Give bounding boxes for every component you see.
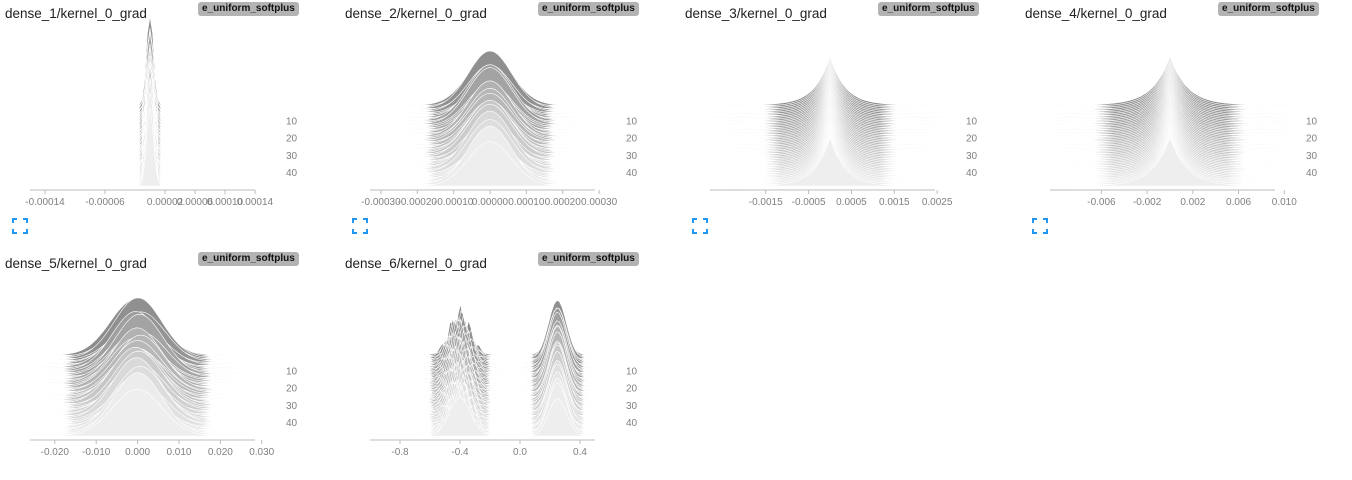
histogram-chart: -0.006 -0.002 0.002 0.006 0.010 10 20 30 40 — [1049, 55, 1318, 208]
histogram-card: dense_6/kernel_0_grad e_uniform_softplus… — [340, 250, 650, 480]
expand-corners-icon[interactable] — [352, 218, 368, 234]
histogram-chart: -0.8 -0.4 0.0 0.4 10 20 30 40 — [370, 300, 638, 458]
step-tick-label: 40 — [966, 168, 978, 179]
x-tick-label: 0.00002 — [147, 197, 184, 208]
x-tick-label: -0.00014 — [25, 197, 65, 208]
x-tick-label: 0.010 — [1272, 197, 1297, 208]
x-tick-label: 0.0005 — [836, 197, 867, 208]
step-tick-label: 20 — [966, 134, 978, 145]
expand-corners-icon[interactable] — [12, 218, 28, 234]
histogram-step-3 — [370, 300, 610, 359]
step-tick-label: 30 — [286, 401, 298, 412]
x-tick-label: 0.00010 — [508, 197, 545, 208]
x-tick-label: 0.00006 — [177, 197, 214, 208]
run-tag[interactable]: e_uniform_softplus — [198, 2, 299, 16]
x-tick-label: 0.030 — [249, 447, 274, 458]
x-tick-label: -0.002 — [1133, 197, 1162, 208]
step-tick-label: 10 — [1306, 117, 1318, 128]
histogram-step-48 — [30, 388, 270, 437]
step-tick-label: 10 — [286, 367, 298, 378]
card-title: dense_5/kernel_0_grad — [5, 256, 147, 271]
x-tick-label: 0.020 — [208, 447, 233, 458]
step-tick-label: 30 — [626, 401, 638, 412]
step-tick-label: 10 — [626, 117, 638, 128]
step-tick-label: 10 — [286, 117, 298, 128]
expand-corners-icon[interactable] — [692, 218, 708, 234]
histogram-chart: -0.0015 -0.0005 0.0005 0.0015 0.0025 10 20 30 40 — [709, 55, 978, 208]
x-tick-label: 0.00010 — [207, 197, 244, 208]
run-tag[interactable]: e_uniform_softplus — [538, 2, 639, 16]
step-tick-label: 20 — [1306, 134, 1318, 145]
step-tick-label: 20 — [626, 384, 638, 395]
run-tag[interactable]: e_uniform_softplus — [878, 2, 979, 16]
run-tag[interactable]: e_uniform_softplus — [538, 252, 639, 266]
step-tick-label: 40 — [626, 168, 638, 179]
step-tick-label: 10 — [626, 367, 638, 378]
card-title: dense_3/kernel_0_grad — [685, 6, 827, 21]
x-tick-label: -0.0005 — [792, 197, 826, 208]
ridgeline-group — [370, 300, 610, 437]
step-tick-label: 20 — [286, 384, 298, 395]
ridgeline-group — [709, 55, 951, 187]
histogram-step-48 — [370, 395, 610, 437]
x-tick-label: 0.00000 — [472, 197, 509, 208]
step-tick-label: 30 — [286, 151, 298, 162]
x-tick-label: -0.020 — [41, 447, 70, 458]
x-tick-label: 0.00014 — [237, 197, 274, 208]
histogram-card: dense_2/kernel_0_grad e_uniform_softplus… — [340, 0, 650, 234]
step-tick-label: 40 — [626, 418, 638, 429]
histogram-card: dense_4/kernel_0_grad e_uniform_softplus… — [1020, 0, 1330, 234]
x-tick-label: -0.8 — [391, 447, 409, 458]
step-tick-label: 40 — [286, 168, 298, 179]
x-tick-label: 0.0 — [513, 447, 527, 458]
ridgeline-group — [370, 50, 610, 187]
step-tick-label: 40 — [286, 418, 298, 429]
step-tick-label: 30 — [626, 151, 638, 162]
expand-corners-icon[interactable] — [1032, 218, 1048, 234]
x-tick-label: -0.4 — [451, 447, 469, 458]
histogram-step-48 — [370, 141, 610, 187]
card-title: dense_2/kernel_0_grad — [345, 6, 487, 21]
step-tick-label: 20 — [286, 134, 298, 145]
histogram-card: dense_1/kernel_0_grad e_uniform_softplus… — [0, 0, 310, 234]
histogram-step-48 — [710, 136, 950, 187]
x-tick-label: 0.00020 — [545, 197, 582, 208]
step-tick-label: 20 — [626, 134, 638, 145]
histogram-chart: -0.00014 -0.00006 0.000020.000060.000100.0… — [25, 13, 298, 208]
x-tick-label: -0.00010 — [434, 197, 474, 208]
x-tick-label: -0.006 — [1087, 197, 1116, 208]
x-tick-label: 0.002 — [1180, 197, 1205, 208]
ridgeline-group — [30, 13, 270, 187]
card-title: dense_4/kernel_0_grad — [1025, 6, 1167, 21]
x-tick-label: -0.010 — [82, 447, 111, 458]
histogram-chart: -0.020 -0.010 0.000 0.010 0.020 0.030 10 20 30 40 — [29, 297, 298, 458]
run-tag[interactable]: e_uniform_softplus — [198, 252, 299, 266]
x-tick-label: 0.000 — [125, 447, 150, 458]
x-tick-label: 0.00030 — [581, 197, 618, 208]
histogram-card: dense_3/kernel_0_grad e_uniform_softplus… — [680, 0, 990, 234]
step-tick-label: 40 — [1306, 168, 1318, 179]
card-title: dense_6/kernel_0_grad — [345, 256, 487, 271]
ridgeline-group — [1049, 55, 1291, 187]
histogram-step-48 — [1049, 136, 1291, 187]
step-tick-label: 30 — [966, 151, 978, 162]
step-tick-label: 30 — [1306, 151, 1318, 162]
x-tick-label: 0.006 — [1226, 197, 1251, 208]
run-tag[interactable]: e_uniform_softplus — [1218, 2, 1319, 16]
card-title: dense_1/kernel_0_grad — [5, 6, 147, 21]
x-tick-label: 0.0015 — [879, 197, 910, 208]
x-tick-label: 0.0025 — [922, 197, 953, 208]
x-tick-label: -0.0015 — [749, 197, 783, 208]
step-tick-label: 10 — [966, 117, 978, 128]
x-tick-label: -0.00030 — [361, 197, 401, 208]
x-tick-label: -0.00006 — [85, 197, 125, 208]
x-tick-label: -0.00020 — [398, 197, 438, 208]
histogram-card: dense_5/kernel_0_grad e_uniform_softplus… — [0, 250, 310, 480]
x-tick-label: 0.010 — [166, 447, 191, 458]
ridgeline-group — [29, 297, 270, 437]
histogram-step-48 — [30, 107, 270, 187]
x-tick-label: 0.4 — [573, 447, 587, 458]
